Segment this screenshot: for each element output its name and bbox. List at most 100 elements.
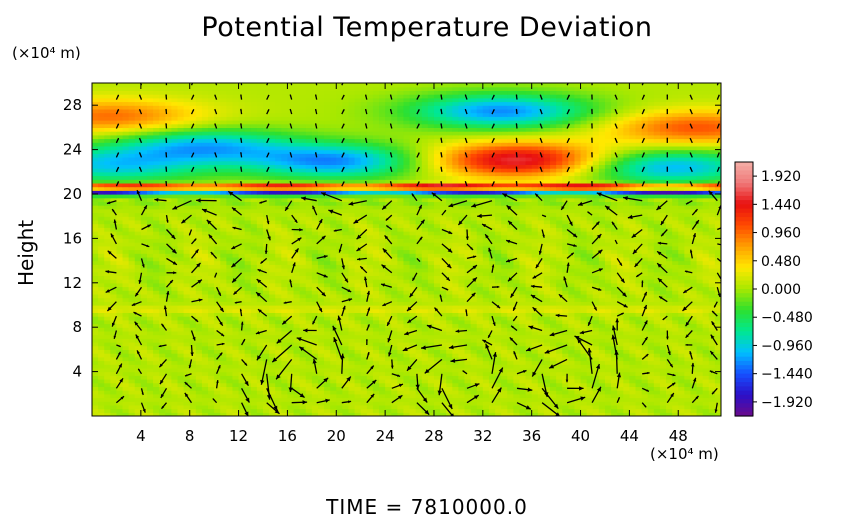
heatmap-cell [519,334,527,339]
heatmap-cell [92,404,99,410]
heatmap-cell [299,386,307,391]
heatmap-cell [574,268,582,273]
heatmap-cell [140,360,148,365]
heatmap-cell [531,286,539,291]
heatmap-cell [446,404,453,410]
heatmap-cell [604,345,612,350]
heatmap-cell [330,264,337,269]
heatmap-cell [153,338,160,343]
heatmap-cell [140,293,148,299]
heatmap-cell [201,364,209,369]
heatmap-cell [208,353,215,358]
heatmap-cell [580,245,588,251]
heatmap-cell [672,271,679,276]
heatmap-cell [140,371,148,376]
heatmap-cell [324,264,331,269]
heatmap-cell [281,293,289,299]
heatmap-cell [366,393,374,399]
heatmap-cell [134,338,142,343]
heatmap-cell [134,364,142,369]
heatmap-cell [183,364,191,369]
heatmap-cell [440,356,447,362]
heatmap-cell [299,238,307,243]
heatmap-cell [232,316,240,321]
heatmap-cell [244,390,252,395]
heatmap-cell [153,297,160,302]
heatmap-cell [433,349,441,354]
heatmap-cell [604,268,612,273]
heatmap-cell [507,404,514,410]
heatmap-cell [623,342,630,347]
heatmap-cell [238,290,246,295]
heatmap-cell [421,301,429,306]
heatmap-cell [140,271,148,276]
heatmap-cell [702,290,710,295]
heatmap-cell [580,249,588,254]
heatmap-cell [195,319,203,325]
heatmap-cell [452,260,460,265]
heatmap-cell [629,356,637,362]
heatmap-cell [714,390,721,395]
heatmap-cell [134,275,142,280]
heatmap-cell [635,242,643,247]
heatmap-cell [690,245,698,251]
heatmap-cell [146,404,154,410]
heatmap-cell [464,264,472,269]
heatmap-cell [690,360,698,365]
heatmap-cell [501,249,508,254]
heatmap-cell [702,319,710,325]
heatmap-cell [366,275,374,280]
heatmap-cell [678,327,685,332]
heatmap-cell [92,268,99,273]
heatmap-cell [604,293,612,299]
heatmap-cell [183,316,191,321]
heatmap-cell [116,264,124,269]
heatmap-cell [238,268,246,273]
heatmap-cell [183,404,191,410]
heatmap-cell [98,342,105,347]
heatmap-cell [128,271,136,276]
heatmap-cell [360,286,368,291]
heatmap-cell [104,371,111,376]
heatmap-cell [250,393,258,399]
heatmap-cell [586,253,594,258]
heatmap-cell [250,338,258,343]
heatmap-cell [574,286,582,291]
heatmap-cell [421,338,429,343]
heatmap-cell [232,256,240,262]
heatmap-cell [195,379,203,384]
heatmap-cell [458,379,466,384]
heatmap-cell [666,286,673,291]
heatmap-cell [336,330,343,336]
heatmap-cell [165,327,172,332]
heatmap-cell [452,379,460,384]
heatmap-cell [440,382,447,387]
heatmap-cell [275,234,282,239]
heatmap-cell [501,282,508,288]
heatmap-cell [488,293,496,299]
heatmap-cell [617,342,624,347]
heatmap-cell [275,268,282,273]
heatmap-cell [617,268,624,273]
heatmap-cell [305,253,313,258]
heatmap-cell [452,275,460,280]
heatmap-cell [116,319,124,325]
heatmap-cell [684,253,692,258]
heatmap-cell [92,330,99,336]
heatmap-cell [458,305,466,310]
heatmap-cell [659,279,667,284]
heatmap-cell [201,390,209,395]
heatmap-cell [220,271,227,276]
heatmap-cell [623,260,630,265]
heatmap-cell [684,353,692,358]
heatmap-cell [397,412,405,416]
heatmap-cell [220,386,227,391]
heatmap-cell [647,397,655,402]
heatmap-cell [354,334,362,339]
heatmap-cell [403,268,411,273]
heatmap-cell [458,360,466,365]
heatmap-cell [659,249,667,254]
heatmap-cell [275,412,282,416]
heatmap-cell [134,271,142,276]
heatmap-cell [305,242,313,247]
